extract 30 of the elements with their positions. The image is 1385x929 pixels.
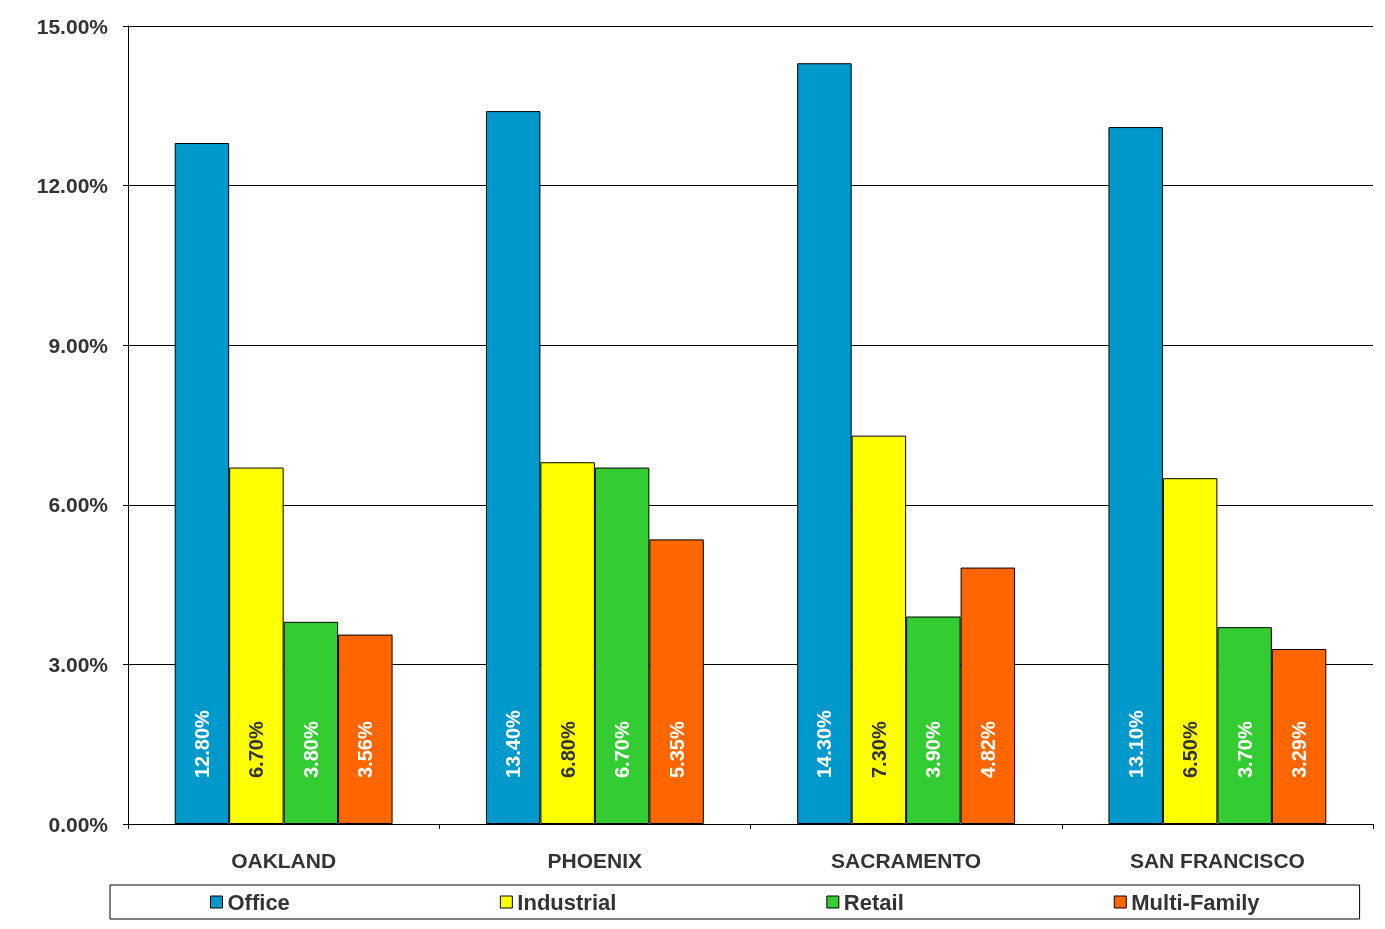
data-label: 3.56% [354,721,377,778]
x-tick-label: SACRAMENTO [831,849,982,872]
data-label: 3.29% [1288,721,1311,778]
data-label: 6.70% [611,721,634,778]
y-tick-label: 3.00% [48,652,109,676]
x-tick-label: OAKLAND [231,849,337,872]
data-label: 6.80% [556,721,579,778]
data-label: 13.40% [502,709,525,778]
legend-label: Office [227,889,290,915]
legend-label: Multi-Family [1131,889,1261,915]
data-label: 13.10% [1124,709,1147,778]
x-tick-label: SAN FRANCISCO [1129,849,1305,872]
data-label: 3.70% [1233,721,1256,778]
y-tick-label: 12.00% [36,174,109,198]
y-tick-label: 15.00% [36,14,109,38]
data-label: 7.30% [867,721,890,778]
y-tick-label: 6.00% [48,493,109,517]
data-label: 5.35% [665,721,688,778]
data-label: 3.80% [299,721,322,778]
data-label: 4.82% [976,721,999,778]
data-label: 14.30% [813,709,836,778]
data-label: 6.50% [1179,721,1202,778]
y-tick-label: 0.00% [48,812,109,836]
x-tick-label: PHOENIX [547,849,643,872]
data-label: 12.80% [190,709,213,778]
data-label: 6.70% [245,721,268,778]
data-label: 3.90% [922,721,945,778]
legend-label: Industrial [517,889,617,915]
legend-label: Retail [843,889,904,915]
y-tick-label: 9.00% [48,333,109,357]
